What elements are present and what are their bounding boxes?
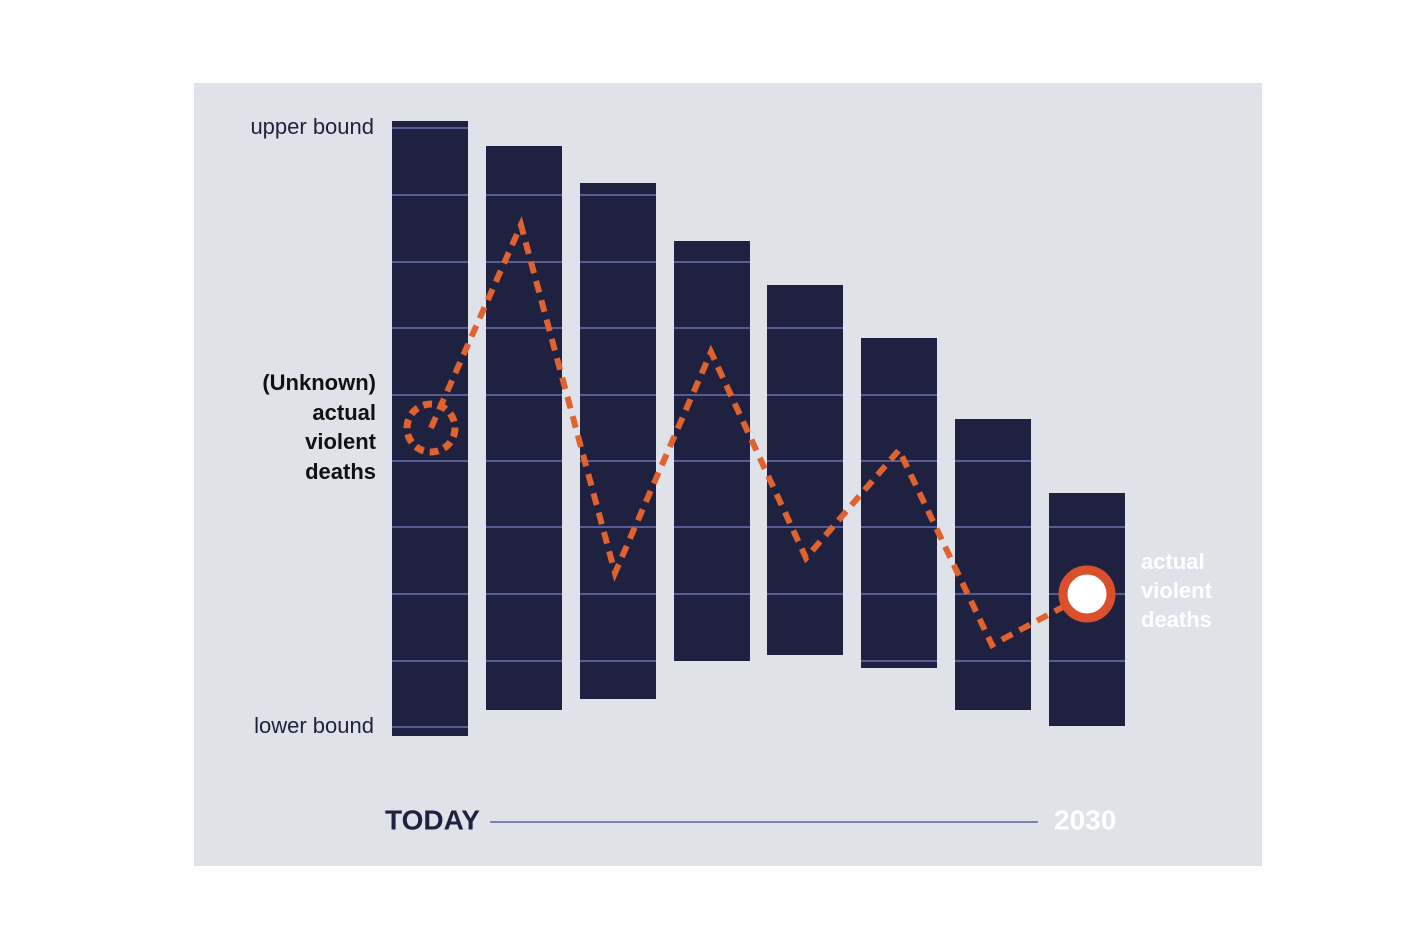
unknown-label: (Unknown) bbox=[262, 370, 376, 395]
range-bar bbox=[486, 146, 562, 710]
actual-label: actual bbox=[1141, 549, 1205, 574]
unknown-marker bbox=[403, 400, 459, 456]
unknown-label: violent bbox=[305, 429, 377, 454]
unknown-label: actual bbox=[312, 400, 376, 425]
range-bar bbox=[580, 183, 656, 699]
timeline-start: TODAY bbox=[385, 804, 480, 835]
timeline-end: 2030 bbox=[1054, 804, 1116, 835]
lower-label: lower bound bbox=[254, 713, 374, 738]
actual-marker bbox=[1058, 565, 1116, 623]
unknown-label: deaths bbox=[305, 459, 376, 484]
range-bar bbox=[861, 338, 937, 668]
range-bar bbox=[955, 419, 1031, 710]
actual-label: deaths bbox=[1141, 607, 1212, 632]
upper-label: upper bound bbox=[250, 114, 374, 139]
trend-line bbox=[428, 216, 1089, 650]
range-bar bbox=[767, 285, 843, 655]
actual-label: violent bbox=[1141, 578, 1213, 603]
range-bar bbox=[674, 241, 750, 661]
